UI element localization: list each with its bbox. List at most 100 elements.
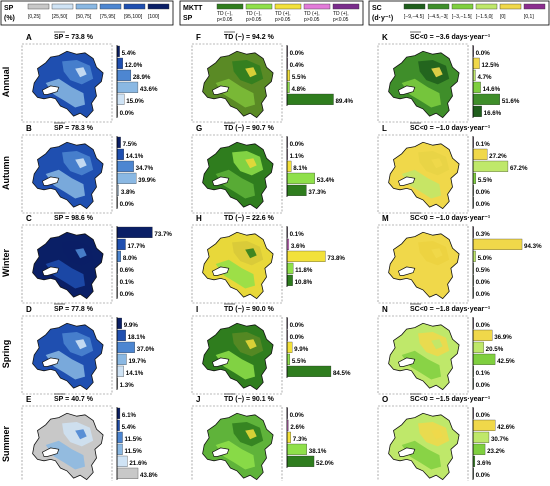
legend-label: [50,75[ [76,14,92,20]
map-zone [215,78,255,108]
bar-label: 0.1% [120,279,135,286]
panel-letter: N [382,305,388,314]
bar-label: 5.5% [292,358,307,365]
legend-label: p<0.05 [217,17,233,23]
bar-label: 0.0% [476,412,491,419]
map-zone [245,429,257,440]
legend-title: (%) [4,15,15,22]
bar [472,329,493,341]
map-zone [431,429,443,440]
bar [286,274,293,286]
map-zone [215,440,255,470]
map-zone [431,248,443,259]
bar-label: 89.4% [335,98,353,105]
bar [116,57,123,69]
bar-label: 36.9% [494,334,512,341]
bar [472,105,482,117]
bar [116,329,126,341]
map-zone [401,440,441,470]
bar-label: 0.0% [290,50,305,57]
panel-B: B SP = 78.3 % 7.5% 14.1% 34.7% 39.9%3.8% 0.0% [21,122,156,214]
panel-E: E SP = 40.7 % 6.1% 5.4% 11.5% 11.5% 21.6% 43.8% [21,393,158,485]
legend-swatch [216,3,244,10]
bar [116,407,121,419]
bar-label: 19.7% [128,358,146,365]
bar [116,317,122,329]
map-zone [245,67,257,78]
bar-label: 8.0% [123,255,138,262]
panel-title: SP = 77.8 % [54,306,94,313]
panel-letter: E [26,395,32,404]
legend-swatch [427,3,450,10]
row-label: Spring [1,340,11,369]
legend-label: [100] [148,14,160,20]
legend-label: ]−9,−4.5] [404,14,424,20]
map-zone [431,67,443,78]
panel-H: H TD (−) = 22.6 % 0.1% 3.6% 73.8% 11.8% 10.8% [191,212,345,304]
bar-label: 28.9% [133,74,151,81]
bar-label: 14.6% [483,86,501,93]
reservoir-icon [397,85,416,95]
panel-L: L SC<0 = −1.0 days·year⁻¹ 0.1% 27.2%67.2% 5.… [377,122,528,214]
legend-swatch [147,3,170,10]
panel-letter: I [196,305,198,314]
bar [286,160,292,172]
bar [472,57,480,69]
map-zone [45,169,85,199]
map-zone [45,259,85,289]
bar [286,365,332,377]
bar-label: 0.0% [476,189,491,196]
bar-label: 11.5% [125,448,143,455]
panel-M: M SC<0 = −1.0 days·year⁻¹ 0.3% 94.3% 5.0% 0.5… [377,212,542,304]
legend-title: (d·y⁻¹) [372,15,393,22]
bar [116,250,121,262]
map-zone [245,248,257,259]
bar [472,172,477,184]
legend-label: TD (+), [333,11,349,17]
map-zone [75,158,87,169]
legend-label: ]−3,−1.5[ [452,14,472,20]
panel-letter: O [382,395,388,404]
legend-label: TD (−), [246,11,262,17]
bar-label: 5.4% [122,424,137,431]
bar-label: 23.2% [487,448,505,455]
legend-1: SP (%) [0,25]]25,50[[50,75[[75,95[[95,100[… [0,0,174,26]
bar [472,238,523,250]
bar-label: 3.6% [477,460,492,467]
bar [116,148,124,160]
bar [116,431,123,443]
map-zone [215,259,255,289]
bar [116,353,127,365]
bar-label: 42.5% [497,358,515,365]
bar-label: 5.4% [122,50,137,57]
map-zone [431,158,443,169]
legend-swatch [303,3,331,10]
legend-title: MKTT [183,5,203,12]
map-zone [401,259,441,289]
bar-label: 43.8% [140,472,158,479]
bar-label: 0.0% [476,291,491,298]
bar [472,93,500,105]
legend-swatch [499,3,522,10]
legend-label: [0,25] [28,14,41,20]
legend-title: SP [183,15,193,22]
reservoir-icon [211,176,230,186]
panel-F: F TD (−) = 94.2 % 0.0% 0.4% 5.5% 4.8% 89.4% [191,31,354,123]
panel-letter: M [382,214,389,223]
bar-label: 11.5% [125,436,143,443]
panel-G: G TD (−) = 90.7 % 0.0% 1.1% 8.1% 53.4% 37.3% [191,122,335,214]
bar-label: 0.0% [476,382,491,389]
panel-title: SC<0 = −1.0 days·year⁻¹ [410,215,491,222]
panel-title: TD (−) = 22.6 % [224,215,275,222]
reservoir-icon [41,266,60,276]
bar [116,81,139,93]
legend-label: ]−4.5,−3[ [428,14,448,20]
reservoir-icon [397,176,416,186]
bar-label: 0.0% [290,141,305,148]
bar-label: 34.7% [136,165,154,172]
legend-swatch [27,3,50,10]
bar-label: 0.0% [476,50,491,57]
row-label: Annual [1,67,11,98]
bar-label: 8.1% [293,165,308,172]
